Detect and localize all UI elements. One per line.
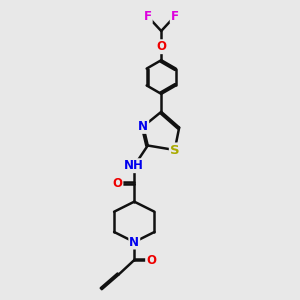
Text: O: O — [112, 177, 122, 190]
Text: O: O — [146, 254, 156, 266]
Text: S: S — [170, 143, 179, 157]
Text: O: O — [156, 40, 166, 53]
Text: NH: NH — [124, 159, 144, 172]
Text: N: N — [129, 236, 139, 249]
Text: F: F — [171, 10, 179, 23]
Text: F: F — [144, 10, 152, 23]
Text: N: N — [138, 120, 148, 133]
